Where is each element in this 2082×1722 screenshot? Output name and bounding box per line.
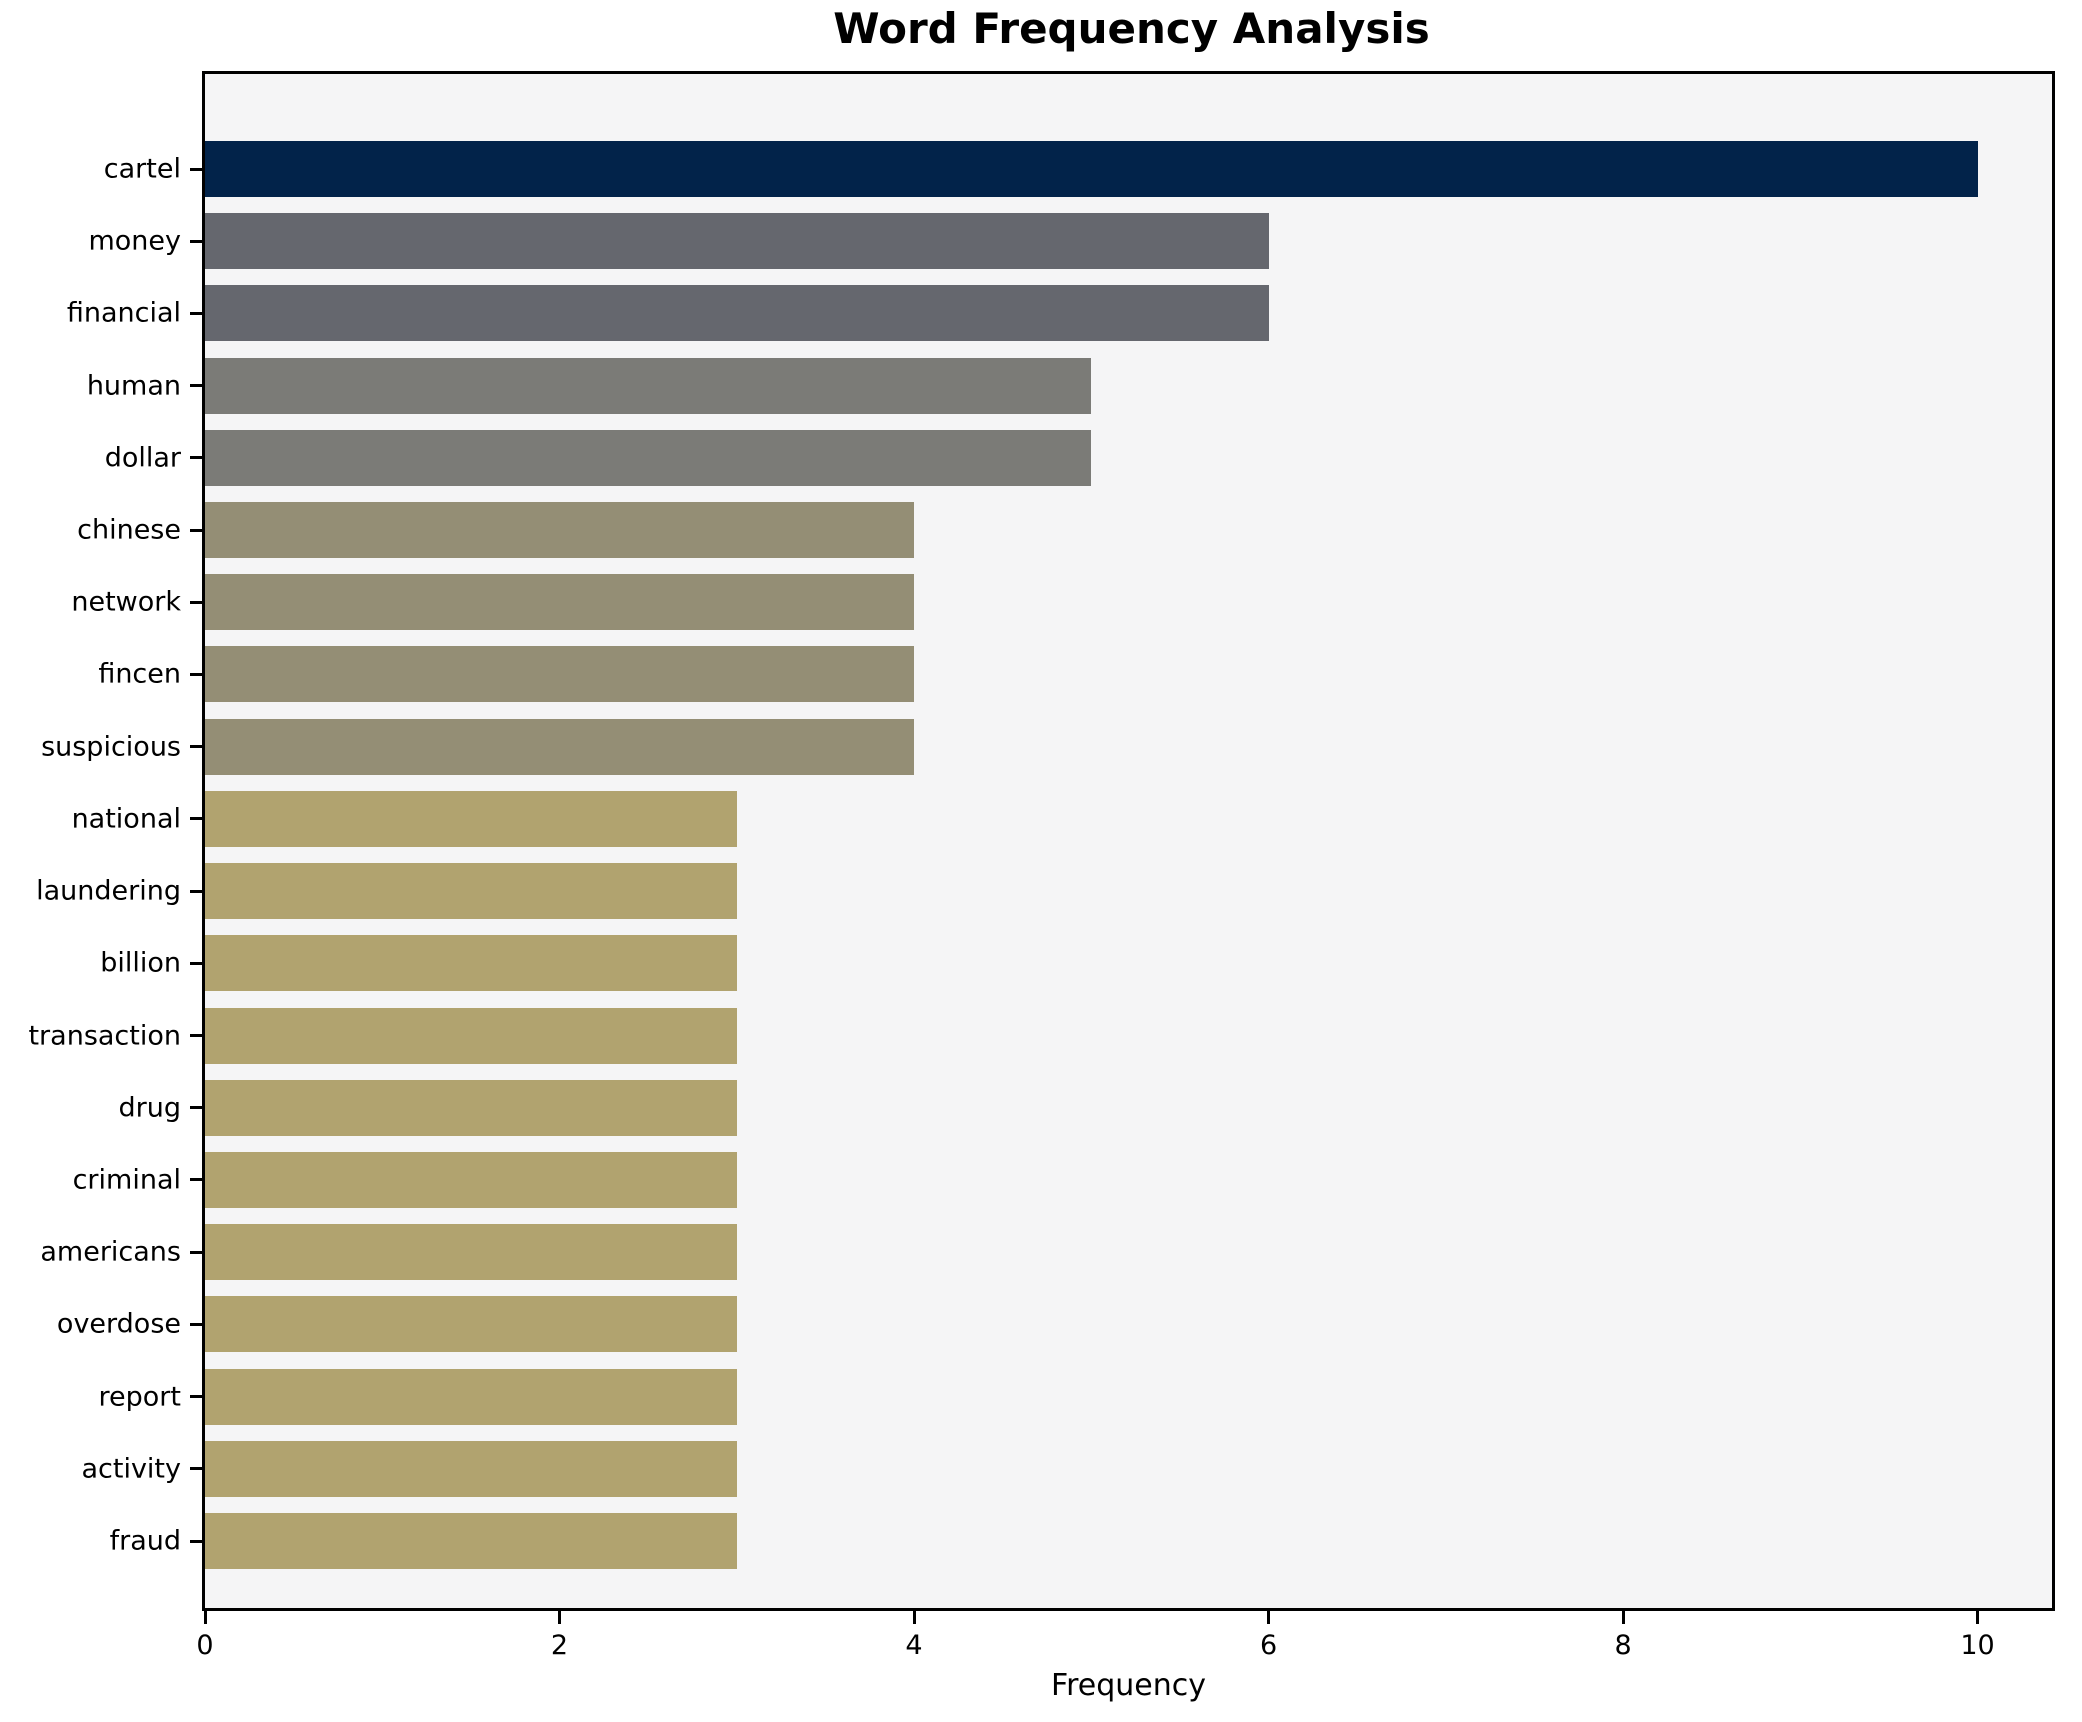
y-tick-mark-fraud	[190, 1539, 202, 1543]
y-tick-mark-human	[190, 384, 202, 388]
y-tick-label-human: human	[86, 370, 181, 402]
x-tick-mark-6	[1267, 1611, 1271, 1624]
x-tick-label-10: 10	[1960, 1630, 1995, 1661]
x-tick-label-4: 4	[905, 1630, 923, 1661]
y-tick-mark-national	[190, 817, 202, 821]
y-tick-mark-network	[190, 600, 202, 604]
y-tick-label-report: report	[98, 1381, 181, 1413]
y-tick-label-billion: billion	[100, 947, 181, 979]
y-tick-mark-fincen	[190, 672, 202, 676]
y-tick-mark-americans	[190, 1250, 202, 1254]
y-tick-label-suspicious: suspicious	[41, 731, 181, 763]
y-tick-label-activity: activity	[81, 1453, 181, 1485]
y-tick-label-cartel: cartel	[103, 153, 181, 185]
y-tick-mark-cartel	[190, 167, 202, 171]
bar-chinese	[205, 502, 915, 559]
y-tick-mark-chinese	[190, 528, 202, 532]
bar-activity	[205, 1440, 737, 1497]
bar-laundering	[205, 863, 737, 920]
x-tick-mark-0	[203, 1611, 207, 1624]
bar-billion	[205, 935, 737, 992]
y-tick-mark-drug	[190, 1106, 202, 1110]
y-tick-mark-report	[190, 1395, 202, 1399]
y-tick-label-money: money	[88, 225, 181, 257]
bar-americans	[205, 1224, 737, 1281]
y-tick-label-national: national	[71, 803, 181, 835]
bar-financial	[205, 285, 1269, 342]
y-tick-mark-dollar	[190, 456, 202, 460]
y-tick-label-network: network	[71, 586, 181, 618]
chart-title: Word Frequency Analysis	[833, 4, 1430, 53]
y-tick-label-financial: financial	[66, 297, 181, 329]
bar-national	[205, 790, 737, 847]
y-tick-mark-criminal	[190, 1178, 202, 1182]
x-tick-mark-10	[1976, 1611, 1980, 1624]
y-tick-label-laundering: laundering	[36, 875, 181, 907]
y-tick-label-chinese: chinese	[77, 514, 181, 546]
y-tick-label-americans: americans	[40, 1236, 181, 1268]
y-tick-mark-overdose	[190, 1322, 202, 1326]
bar-fraud	[205, 1513, 737, 1569]
bar-report	[205, 1368, 737, 1425]
y-tick-mark-money	[190, 239, 202, 243]
y-tick-mark-financial	[190, 311, 202, 315]
bar-dollar	[205, 429, 1092, 486]
bar-drug	[205, 1079, 737, 1136]
bar-criminal	[205, 1151, 737, 1208]
y-tick-mark-laundering	[190, 889, 202, 893]
x-tick-label-6: 6	[1259, 1630, 1278, 1661]
bar-cartel	[205, 141, 1978, 197]
bar-network	[205, 574, 915, 631]
x-tick-label-8: 8	[1614, 1630, 1632, 1661]
y-tick-label-transaction: transaction	[28, 1020, 181, 1052]
bar-suspicious	[205, 718, 915, 775]
bar-fincen	[205, 646, 915, 703]
bar-money	[205, 213, 1269, 270]
y-tick-label-fraud: fraud	[109, 1525, 181, 1557]
y-tick-mark-suspicious	[190, 745, 202, 749]
x-axis-label: Frequency	[1051, 1668, 1206, 1703]
plot-area: cartel money financial human dollar chinese ne…	[28, 71, 2055, 1661]
y-tick-mark-activity	[190, 1467, 202, 1471]
x-tick-label-2: 2	[550, 1630, 569, 1661]
y-tick-mark-billion	[190, 961, 202, 965]
y-tick-mark-transaction	[190, 1034, 202, 1038]
y-tick-label-overdose: overdose	[56, 1308, 181, 1340]
bar-overdose	[205, 1296, 737, 1353]
y-tick-label-criminal: criminal	[72, 1164, 181, 1196]
y-tick-label-drug: drug	[118, 1092, 182, 1124]
y-tick-label-fincen: fincen	[98, 658, 181, 690]
x-tick-mark-8	[1621, 1611, 1625, 1624]
x-tick-mark-4	[912, 1611, 916, 1624]
x-tick-mark-2	[558, 1611, 561, 1624]
y-tick-label-dollar: dollar	[104, 442, 181, 474]
bar-transaction	[205, 1007, 737, 1064]
x-tick-label-0: 0	[196, 1630, 214, 1661]
bar-human	[205, 357, 1092, 414]
